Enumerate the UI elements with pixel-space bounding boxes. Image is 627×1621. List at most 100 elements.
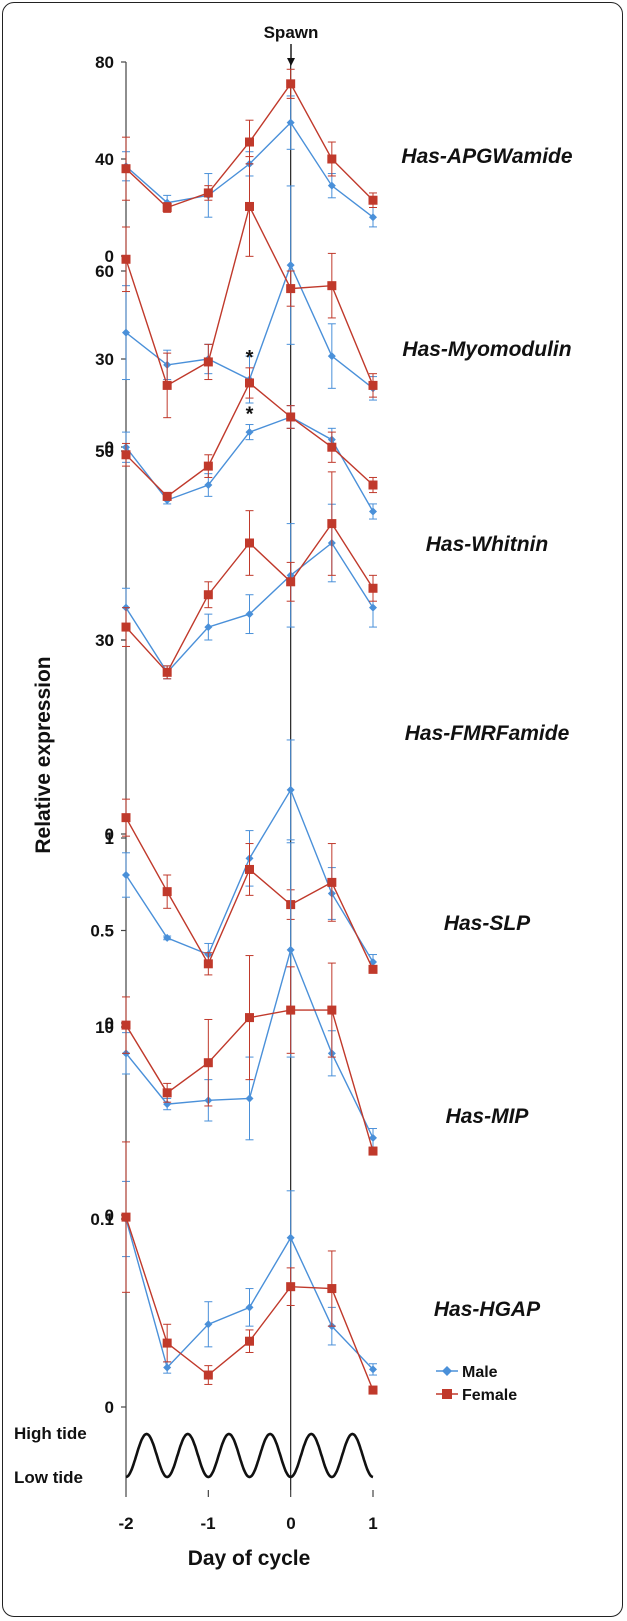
data-point-female (286, 1005, 296, 1015)
data-point-female (368, 964, 378, 974)
y-tick-label: 0 (105, 825, 114, 844)
y-tick-label: 50 (95, 442, 114, 461)
y-tick-label: 1 (105, 829, 114, 848)
tide-high-label: High tide (14, 1424, 87, 1443)
legend: Male Female (436, 1364, 517, 1404)
data-point-female (245, 1336, 254, 1346)
data-point-female (286, 79, 296, 89)
data-point-female (286, 412, 296, 422)
y-tick-label: 0 (105, 438, 114, 457)
data-point-female (245, 201, 254, 211)
male-legend-marker (442, 1366, 452, 1376)
female-legend-marker (442, 1389, 452, 1399)
data-point-female (286, 284, 296, 294)
data-point-female (327, 154, 337, 164)
data-point-female (245, 538, 254, 548)
y-tick-label: 10 (95, 1018, 114, 1037)
data-point-female (162, 1088, 172, 1098)
data-point-male (286, 118, 295, 127)
y-tick-label: 0 (105, 247, 114, 266)
legend-male: Male (462, 1364, 498, 1381)
data-point-male (286, 945, 295, 954)
data-point-male (327, 352, 336, 361)
data-point-male (245, 428, 254, 437)
data-point-male (122, 871, 130, 879)
data-point-female (327, 877, 337, 887)
tide-wave (125, 1432, 374, 1479)
data-point-male (245, 1303, 254, 1312)
gene-label: Has-Myomodulin (402, 338, 571, 361)
y-tick-label: 0.1 (90, 1210, 114, 1229)
data-point-male (369, 507, 377, 516)
gene-label: Has-APGWamide (401, 145, 572, 168)
data-point-male (369, 603, 377, 612)
y-tick-label: 30 (95, 350, 114, 369)
data-point-female (327, 1284, 337, 1294)
data-point-female (203, 1370, 213, 1380)
data-point-female (121, 450, 131, 460)
data-point-female (368, 583, 378, 593)
data-point-female (327, 1005, 337, 1015)
data-point-female (245, 1013, 254, 1023)
data-point-female (245, 864, 254, 874)
y-tick-label: 40 (95, 150, 114, 169)
data-point-female (203, 461, 213, 471)
significance-marker: * (246, 347, 254, 369)
x-axis-title: Day of cycle (188, 1547, 311, 1570)
data-point-female (203, 188, 213, 198)
data-point-female (121, 254, 131, 264)
y-tick-label: 0 (105, 1206, 114, 1225)
y-tick-label: 0 (105, 631, 114, 650)
data-point-male (204, 1320, 213, 1329)
data-point-male (369, 213, 377, 222)
y-tick-label: 0 (105, 1398, 114, 1417)
data-point-female (121, 813, 131, 823)
data-point-female (121, 164, 131, 174)
data-point-female (203, 357, 213, 367)
data-point-female (327, 519, 337, 529)
data-point-female (327, 281, 337, 291)
legend-female: Female (462, 1387, 517, 1404)
spawn-label: Spawn (264, 23, 319, 42)
data-point-female (286, 1282, 296, 1292)
data-point-male (204, 623, 213, 632)
x-tick-label: -2 (118, 1514, 133, 1533)
data-point-female (162, 667, 172, 677)
data-point-female (203, 590, 213, 600)
data-point-female (368, 380, 378, 390)
data-point-female (162, 380, 172, 390)
data-point-female (203, 1058, 213, 1068)
data-point-female (121, 1212, 131, 1222)
y-tick-label: 60 (95, 262, 114, 281)
data-point-male (245, 1094, 254, 1103)
data-point-female (245, 378, 254, 388)
data-point-female (368, 1146, 378, 1156)
data-point-male (204, 481, 213, 490)
data-point-female (368, 480, 378, 490)
data-point-male (286, 785, 295, 794)
data-point-female (327, 442, 337, 452)
data-point-male (327, 181, 336, 190)
gene-label: Has-SLP (444, 912, 531, 935)
y-axis-title: Relative expression (32, 656, 55, 853)
data-point-male (163, 933, 172, 942)
data-point-female (203, 959, 213, 969)
y-tick-label: 80 (95, 53, 114, 72)
data-point-male (286, 1233, 295, 1242)
series-layer: ** (121, 68, 378, 1395)
y-tick-label: 30 (95, 631, 114, 650)
data-point-female (245, 137, 254, 147)
data-point-female (286, 577, 296, 587)
data-point-female (162, 203, 172, 212)
data-point-male (369, 1133, 377, 1142)
x-tick-label: -1 (200, 1514, 215, 1533)
data-point-female (121, 622, 131, 632)
data-point-male (286, 261, 295, 270)
data-point-male (245, 610, 254, 619)
y-tick-label: 0 (105, 1014, 114, 1033)
x-tick-label: 0 (286, 1514, 295, 1533)
x-tick-label: 1 (368, 1514, 377, 1533)
y-tick-label: 0.5 (90, 922, 114, 941)
